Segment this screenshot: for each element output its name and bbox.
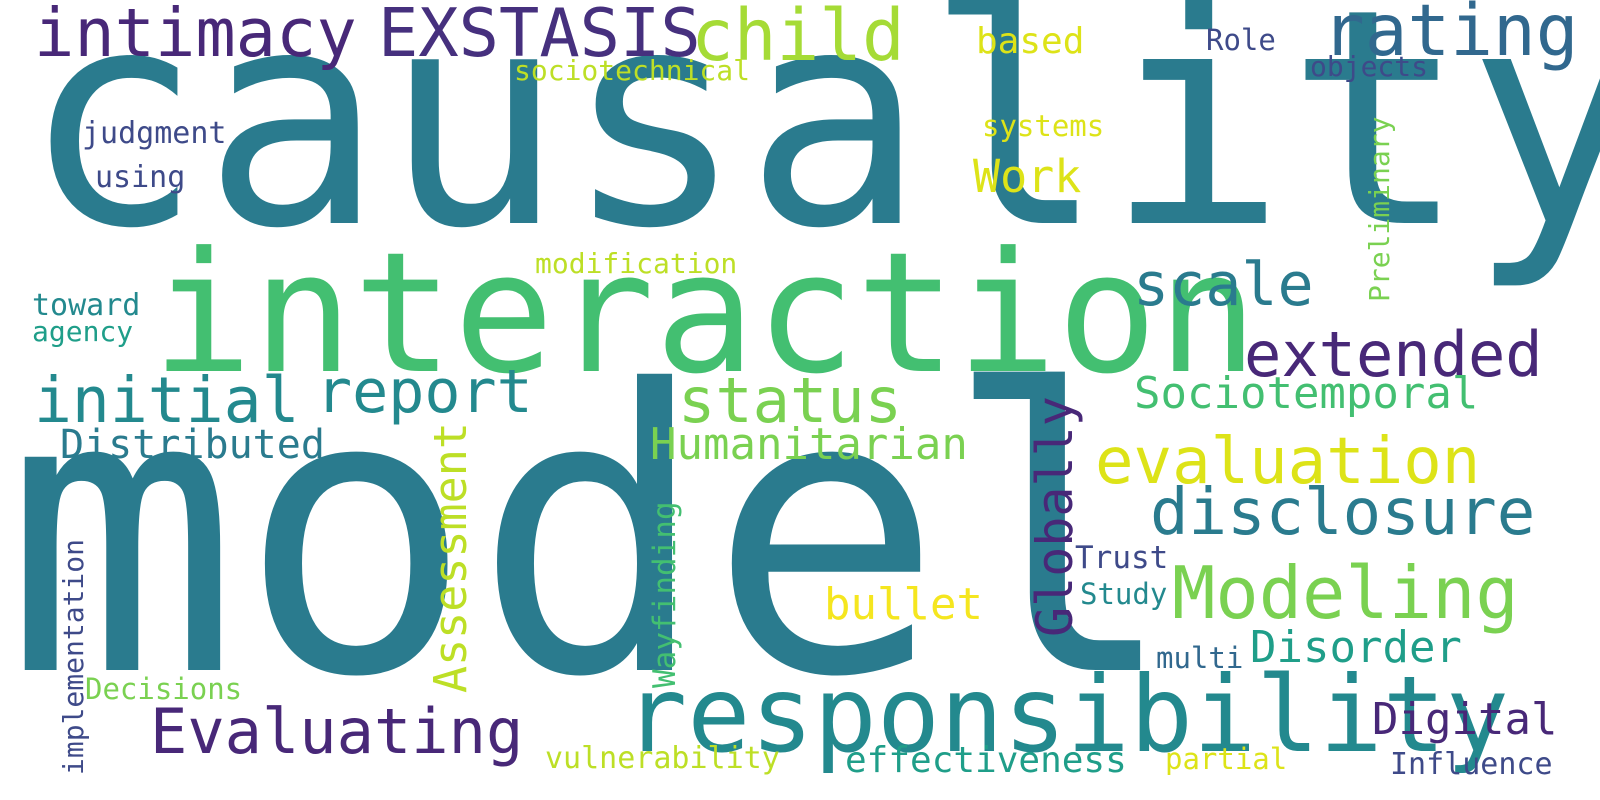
word-disorder: Disorder: [1250, 622, 1462, 673]
word-modification: modification: [535, 247, 738, 280]
word-multi: multi: [1156, 641, 1244, 675]
word-modeling: Modeling: [1172, 551, 1519, 635]
word-agency: agency: [32, 315, 134, 348]
word-disclosure: disclosure: [1150, 476, 1536, 550]
word-distributed: Distributed: [60, 422, 325, 468]
word-influence: Influence: [1390, 747, 1553, 782]
word-evaluating: Evaluating: [150, 695, 524, 768]
word-interaction: interaction: [152, 217, 1258, 411]
word-work: Work: [973, 150, 1082, 203]
word-systems: systems: [982, 109, 1105, 143]
word-wayfinding: Wayfinding: [647, 501, 683, 688]
word-effectiveness: effectiveness: [845, 740, 1127, 781]
word-role: Role: [1206, 23, 1276, 57]
word-globally: Globally: [1026, 396, 1084, 637]
word-humanitarian: Humanitarian: [650, 419, 968, 470]
word-study: Study: [1080, 577, 1168, 611]
word-objects: objects: [1310, 50, 1429, 83]
word-vulnerability: vulnerability: [545, 741, 780, 776]
word-bullet: bullet: [824, 579, 983, 630]
word-using: using: [95, 160, 186, 195]
word-sociotechnical: sociotechnical: [514, 54, 751, 87]
word-preliminary: Preliminary: [1363, 116, 1396, 302]
word-status: status: [678, 364, 902, 437]
word-digital: Digital: [1372, 694, 1558, 745]
word-sociotemporal: Sociotemporal: [1134, 368, 1479, 419]
word-extended: extended: [1244, 318, 1543, 391]
word-exstasis: EXSTASIS: [378, 0, 701, 72]
word-trust: Trust: [1075, 540, 1169, 576]
word-evaluation: evaluation: [1095, 425, 1481, 499]
word-causality: causality: [22, 0, 1600, 294]
word-assessment: Assessment: [424, 422, 477, 693]
word-partial: partial: [1165, 742, 1288, 776]
word-child: child: [691, 0, 905, 77]
word-scale: scale: [1133, 250, 1314, 320]
word-model: model: [4, 308, 1178, 762]
word-report: report: [316, 357, 533, 427]
word-toward: toward: [32, 288, 141, 323]
word-initial: initial: [34, 364, 300, 437]
word-based: based: [976, 21, 1085, 62]
word-implementation: implementation: [57, 538, 90, 775]
word-rating: rating: [1322, 0, 1579, 72]
word-responsibility: responsibility: [624, 654, 1510, 776]
word-judgment: judgment: [82, 116, 227, 151]
word-intimacy: intimacy: [34, 0, 357, 72]
word-decisions: Decisions: [85, 672, 243, 706]
